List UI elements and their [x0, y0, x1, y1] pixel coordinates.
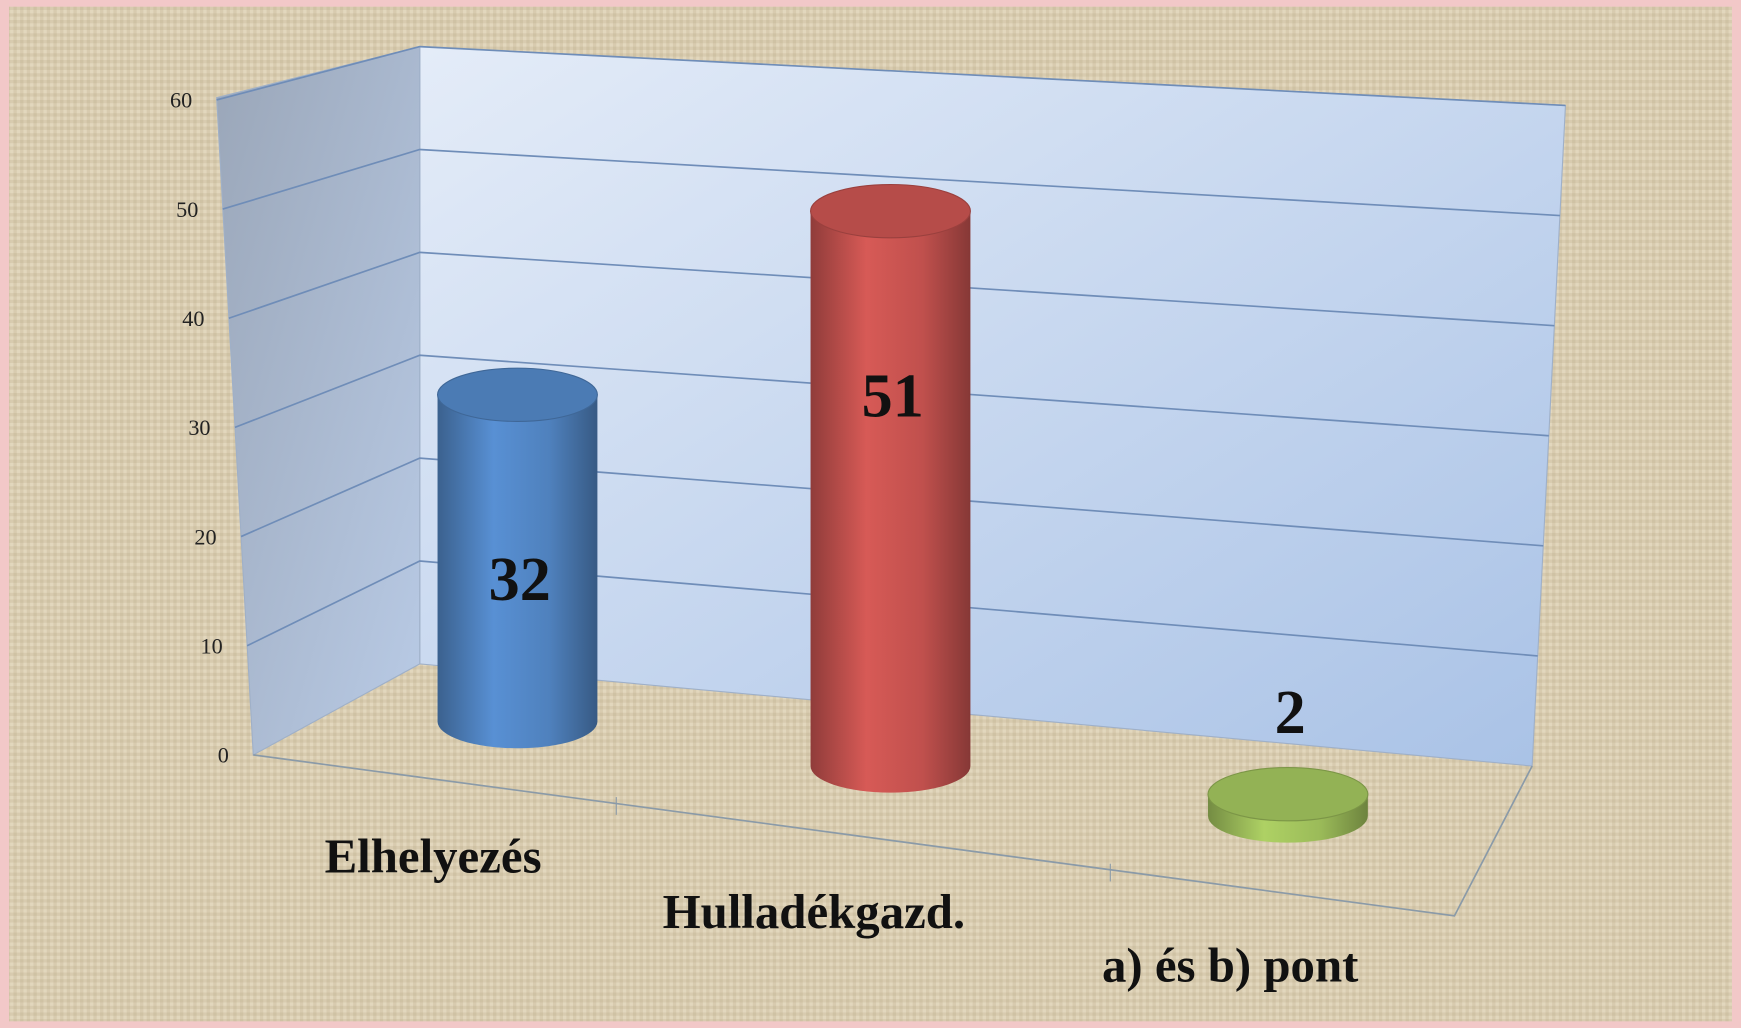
grid-line — [234, 354, 1549, 437]
y-tick-label: 10 — [201, 634, 223, 659]
side-wall — [216, 45, 421, 756]
y-tick-label: 30 — [188, 415, 210, 440]
grid-line — [222, 148, 1560, 217]
bar — [437, 394, 598, 749]
y-tick-label: 50 — [176, 197, 198, 222]
bar-top — [1207, 767, 1369, 822]
value-label: 32 — [489, 546, 551, 614]
value-label: 2 — [1275, 679, 1306, 747]
bar-top — [436, 367, 598, 422]
grid-line — [240, 457, 1544, 547]
grid-line — [216, 45, 1566, 107]
y-tick-label: 60 — [170, 88, 192, 113]
marks: 32 51 2 — [436, 183, 1369, 843]
y-tick-label: 20 — [194, 524, 216, 549]
bar-top — [809, 183, 971, 239]
x-tick-label: a) és b) pont — [1102, 937, 1359, 992]
y-tick-label: 0 — [218, 743, 229, 768]
x-tick-label: Hulladékgazd. — [663, 884, 966, 939]
bar — [810, 211, 971, 793]
x-tick-label: Elhelyezés — [325, 829, 542, 884]
y-tick-label: 40 — [182, 306, 204, 331]
grid: 0 10 20 30 40 50 60 — [170, 45, 1566, 768]
value-label: 51 — [862, 363, 924, 431]
floor-edge — [253, 754, 1533, 917]
grid-line — [246, 560, 1538, 657]
grid-line — [228, 251, 1555, 327]
